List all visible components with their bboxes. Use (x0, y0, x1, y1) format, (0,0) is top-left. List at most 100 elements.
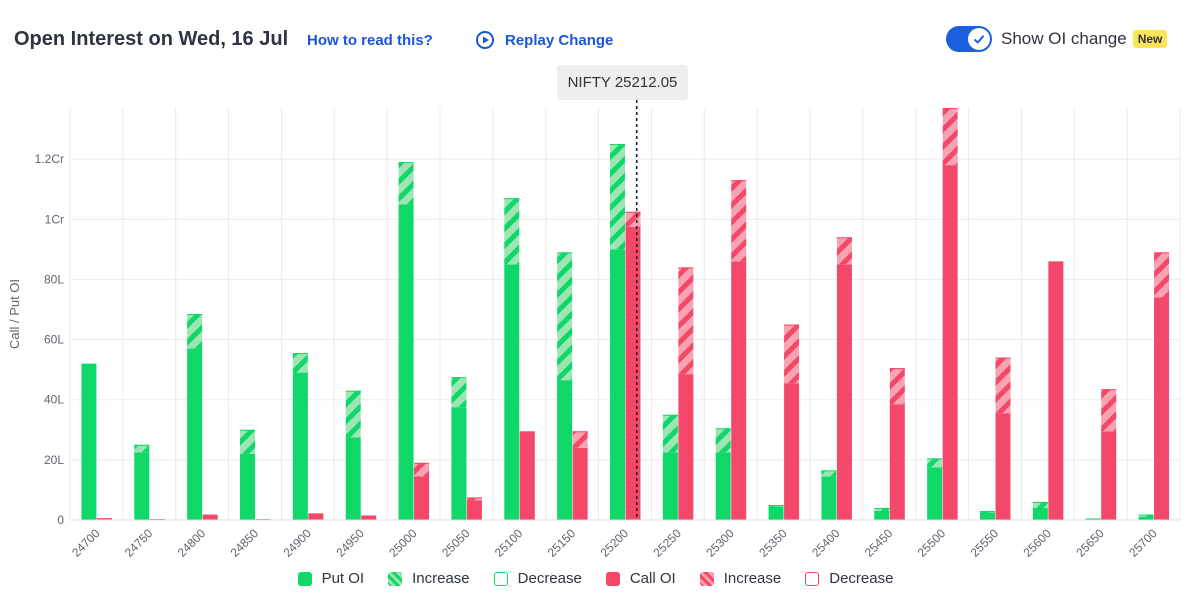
x-tick-label: 25700 (1126, 526, 1160, 560)
call-oi-bar (836, 264, 852, 520)
put-oi-bar (1138, 516, 1154, 520)
y-tick-label: 0 (57, 513, 64, 527)
new-badge: New (1132, 30, 1168, 48)
legend-label: Increase (412, 570, 470, 587)
legend-item-put-increase[interactable]: Increase (388, 570, 470, 587)
x-tick-label: 25100 (492, 526, 526, 560)
put-oi-bar (715, 452, 731, 520)
x-tick-label: 25000 (386, 526, 420, 560)
x-tick-label: 25500 (915, 526, 949, 560)
replay-change-label: Replay Change (505, 31, 614, 49)
check-icon (973, 35, 985, 44)
put-increase-bar (821, 470, 837, 477)
call-oi-bar (784, 383, 800, 520)
put-oi-bar (398, 204, 414, 520)
call-oi-bar (731, 261, 747, 520)
toggle-knob (968, 28, 990, 50)
call-oi-bar (361, 515, 377, 520)
put-oi-bar (134, 452, 150, 520)
legend-swatch (605, 571, 620, 586)
put-oi-bar (874, 510, 890, 520)
put-increase-bar (715, 428, 731, 453)
put-increase-bar (398, 162, 414, 205)
put-oi-bar (662, 452, 678, 520)
put-increase-bar (240, 429, 255, 454)
put-increase-bar (292, 353, 308, 373)
put-oi-bar (81, 363, 97, 520)
call-increase-bar (836, 237, 852, 265)
put-oi-bar (557, 380, 573, 520)
call-increase-bar (625, 211, 641, 227)
call-oi-bar (202, 514, 218, 520)
x-tick-label: 25650 (1073, 526, 1107, 560)
chart-title: Open Interest on Wed, 16 Jul (14, 28, 289, 50)
put-oi-bar (821, 476, 837, 520)
legend-swatch (699, 571, 714, 586)
call-increase-bar (1101, 389, 1117, 432)
call-increase-bar (995, 357, 1011, 414)
call-oi-bar (519, 432, 535, 520)
x-tick-label: 24800 (175, 526, 209, 560)
call-increase-bar (678, 267, 694, 375)
legend-swatch (297, 571, 312, 586)
put-increase-bar (187, 314, 203, 349)
call-oi-bar (572, 447, 588, 520)
call-increase-bar (1154, 252, 1170, 298)
put-increase-bar (874, 507, 890, 511)
x-tick-label: 25350 (756, 526, 790, 560)
play-circle-icon (476, 31, 494, 49)
show-oi-change-label: Show OI change (1001, 29, 1127, 48)
legend-item-call-increase[interactable]: Increase (699, 570, 782, 587)
call-oi-bar (1154, 297, 1170, 520)
legend-label: Increase (723, 570, 782, 587)
put-oi-bar (504, 264, 520, 520)
show-oi-change-toggle[interactable] (946, 26, 992, 52)
call-increase-bar (731, 180, 747, 262)
call-increase-bar (889, 368, 905, 405)
x-tick-label: 25600 (1020, 526, 1054, 560)
legend-label: Decrease (829, 570, 894, 587)
legend-swatch (388, 571, 403, 586)
call-oi-bar (466, 500, 482, 520)
x-tick-label: 25200 (598, 526, 632, 560)
how-to-read-link[interactable]: How to read this? (307, 32, 433, 49)
put-oi-bar (610, 249, 625, 520)
x-tick-label: 24750 (122, 526, 156, 560)
put-increase-bar (1138, 514, 1154, 517)
spot-price-tooltip: NIFTY 25212.05 (557, 65, 688, 100)
legend-swatch (805, 571, 820, 586)
x-tick-label: 24950 (333, 526, 367, 560)
x-tick-label: 25400 (809, 526, 843, 560)
put-oi-bar (240, 453, 255, 520)
call-oi-bar (942, 165, 958, 521)
y-tick-label: 80L (44, 272, 64, 286)
replay-change-button[interactable]: Replay Change (475, 30, 613, 50)
x-tick-label: 25050 (439, 526, 473, 560)
put-increase-bar (557, 252, 573, 381)
legend-item-call-decrease[interactable]: Decrease (805, 570, 893, 587)
put-oi-bar (768, 506, 784, 520)
call-oi-bar (1048, 261, 1064, 520)
legend-label: Decrease (517, 570, 582, 587)
put-increase-bar (927, 458, 943, 468)
call-decrease-bar (519, 431, 535, 434)
put-increase-bar (1032, 501, 1048, 508)
y-tick-label: 1Cr (45, 212, 64, 226)
put-oi-bar (451, 407, 467, 520)
legend-item-put-decrease[interactable]: Decrease (493, 570, 582, 587)
legend-item-put[interactable]: Put OI (297, 570, 364, 587)
put-oi-bar (1085, 518, 1101, 520)
put-increase-bar (504, 198, 520, 265)
call-increase-bar (572, 431, 588, 448)
y-tick-label: 60L (44, 333, 64, 347)
y-tick-label: 40L (44, 393, 64, 407)
call-oi-bar (678, 374, 694, 520)
put-oi-bar (345, 437, 361, 520)
put-increase-bar (451, 377, 467, 408)
y-axis-label: Call / Put OI (7, 279, 22, 349)
call-oi-bar (308, 513, 324, 520)
legend-item-call[interactable]: Call OI (605, 570, 676, 587)
call-oi-bar (625, 226, 641, 520)
chart-header: Open Interest on Wed, 16 Jul How to read… (0, 0, 1191, 80)
